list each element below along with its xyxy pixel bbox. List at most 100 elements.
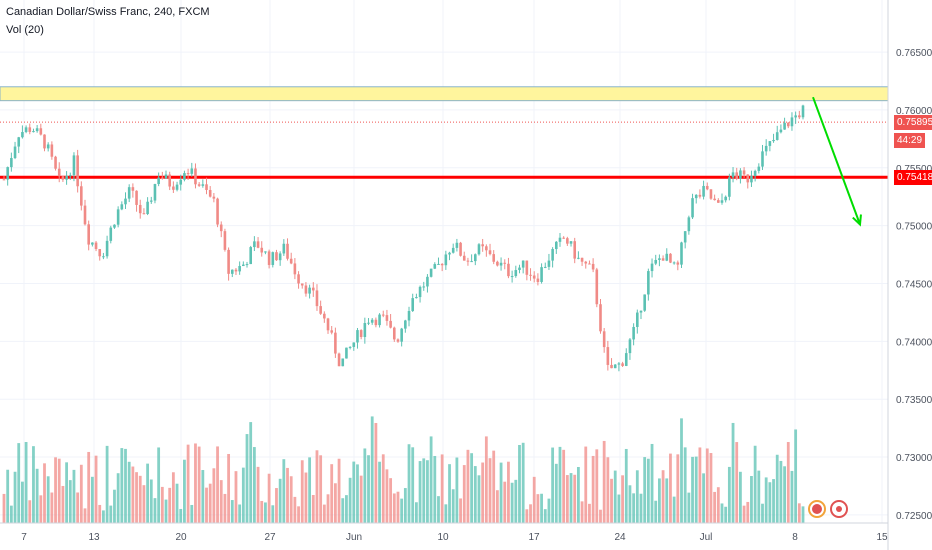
candle-body — [286, 243, 289, 259]
volume-bar — [562, 449, 566, 523]
candle-body — [197, 184, 201, 186]
time-tick-label: Jun — [346, 532, 362, 543]
volume-bar — [518, 444, 521, 523]
volume-bar — [665, 478, 669, 523]
candle-body — [801, 105, 805, 118]
price-candles — [2, 104, 805, 372]
volume-bar — [646, 458, 650, 523]
candle-body — [157, 177, 160, 185]
candle-body — [418, 286, 422, 298]
volume-bar — [370, 416, 374, 523]
candle-body — [293, 263, 297, 275]
candle-body — [385, 315, 389, 321]
candle-body — [702, 185, 705, 197]
chart-grid — [0, 0, 888, 523]
candle-body — [621, 363, 624, 366]
candle-body — [588, 263, 591, 265]
volume-bar — [473, 466, 477, 523]
projection-arrow — [812, 96, 862, 227]
candle-body — [529, 274, 532, 276]
candle-body — [363, 323, 367, 337]
volume-bar — [709, 453, 713, 523]
volume-bar — [694, 456, 698, 523]
volume-bar — [576, 467, 580, 523]
candle-body — [149, 200, 153, 202]
price-tick-label: 0.72500 — [896, 511, 932, 522]
volume-bar — [308, 457, 312, 523]
volume-bar — [599, 509, 602, 523]
replay-icon[interactable] — [830, 500, 848, 518]
candle-body — [613, 364, 617, 369]
candle-body — [444, 254, 448, 266]
volume-bar — [779, 460, 783, 523]
candle-body — [267, 251, 271, 265]
volume-bar — [127, 461, 131, 523]
volume-bar — [146, 463, 149, 523]
candle-body — [426, 276, 429, 287]
candle-body — [647, 271, 650, 295]
candle-body — [543, 266, 547, 268]
candle-body — [374, 319, 378, 326]
candle-body — [68, 175, 72, 177]
chart-title: Canadian Dollar/Swiss Franc, 240, FXCM — [6, 6, 210, 18]
candle-body — [297, 274, 300, 284]
candle-body — [709, 189, 713, 199]
volume-bar — [580, 501, 584, 523]
volume-bar — [422, 458, 426, 523]
volume-bar — [219, 480, 223, 523]
volume-bar — [197, 446, 201, 523]
candle-body — [190, 168, 194, 174]
candle-body — [389, 320, 392, 328]
volume-bar — [6, 469, 10, 523]
volume-bar — [105, 445, 109, 523]
candle-body — [606, 347, 610, 365]
candle-body — [591, 263, 595, 270]
candle-body — [392, 327, 396, 340]
volume-bar — [691, 456, 694, 523]
candle-body — [91, 242, 94, 245]
alert-icon[interactable] — [808, 500, 826, 518]
candle-body — [532, 275, 536, 279]
volume-bar — [234, 471, 238, 523]
candle-body — [183, 173, 186, 180]
volume-bar — [565, 475, 569, 523]
candle-body — [558, 237, 562, 242]
volume-bar — [414, 502, 418, 523]
volume-bar — [124, 448, 127, 523]
candle-body — [661, 258, 665, 261]
candle-body — [352, 342, 356, 347]
candle-body — [411, 298, 415, 311]
volume-bar — [750, 476, 753, 523]
candle-body — [300, 283, 304, 286]
volume-bar — [374, 422, 378, 523]
candle-body — [249, 247, 252, 265]
candle-body — [750, 175, 753, 183]
volume-bar — [595, 449, 599, 523]
volume-bar — [13, 471, 17, 523]
candle-body — [433, 264, 437, 269]
candle-body — [21, 132, 24, 138]
volume-bar — [201, 470, 205, 523]
volume-bar — [381, 454, 385, 523]
volume-bar — [113, 489, 116, 523]
candle-body — [256, 241, 260, 248]
volume-bar — [367, 455, 370, 523]
candle-body — [260, 247, 264, 253]
volume-bar — [278, 478, 282, 523]
candle-body — [496, 261, 499, 266]
candle-body — [245, 264, 249, 266]
volume-bar — [661, 470, 665, 523]
candle-body — [142, 213, 146, 215]
candle-body — [503, 262, 507, 264]
volume-bar — [492, 450, 496, 523]
volume-bar — [68, 480, 72, 523]
candle-body — [713, 198, 716, 201]
volume-bar — [35, 468, 39, 523]
volume-bar — [724, 506, 728, 523]
candle-body — [705, 185, 709, 190]
candle-body — [172, 186, 175, 190]
volume-bar — [584, 446, 588, 523]
candle-body — [153, 184, 157, 201]
volume-bar — [39, 495, 43, 523]
